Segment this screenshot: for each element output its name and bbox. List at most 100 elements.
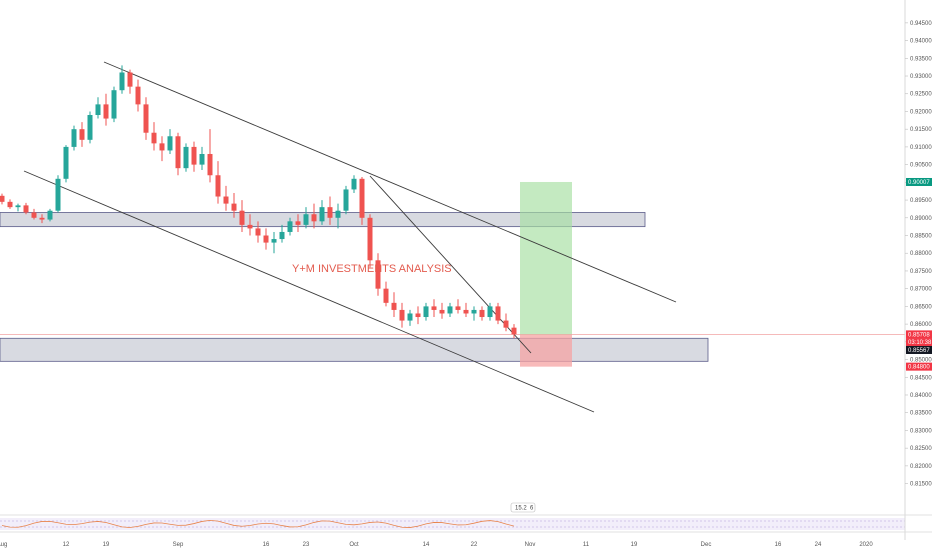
candle: [199, 146, 205, 170]
candle-body: [359, 178, 365, 218]
candle: [55, 175, 61, 213]
current-price-tag-bg: [906, 330, 932, 339]
price-tick-label: 0.90500: [910, 163, 932, 169]
price-tick-label: 0.82000: [910, 464, 932, 470]
price-tick-label: 0.91000: [910, 145, 932, 151]
candle-body: [487, 306, 493, 318]
candle: [63, 145, 69, 183]
candle: [175, 132, 181, 176]
candle-body: [183, 146, 189, 169]
zones-layer: [0, 212, 905, 362]
candle-body: [199, 153, 205, 165]
candle-body: [47, 210, 53, 220]
candle-body: [343, 189, 349, 211]
time-tick-label: 19: [103, 542, 110, 548]
candle-body: [127, 72, 133, 87]
candle-body: [79, 129, 85, 140]
candle: [415, 306, 421, 325]
indicator-line: [1, 519, 515, 528]
stop-price-tag: 0.84800: [906, 362, 932, 371]
candle: [239, 200, 245, 232]
candle-body: [215, 175, 221, 197]
candle-body: [367, 217, 373, 261]
indicator-label[interactable]: 15.2 6: [510, 502, 536, 513]
stop-area: [520, 334, 572, 367]
candle: [463, 302, 469, 318]
candle: [295, 214, 301, 232]
time-tick-label: Nov: [525, 542, 536, 548]
candle-body: [351, 178, 357, 190]
time-tick-label: 24: [815, 542, 822, 548]
candle-body: [0, 195, 5, 202]
candle-body: [55, 178, 61, 211]
candle-body: [471, 309, 477, 314]
position-tool[interactable]: [520, 181, 572, 367]
candle: [367, 214, 373, 268]
candle: [335, 203, 341, 229]
countdown-tag-label: 03:10:38: [908, 340, 932, 346]
candle: [231, 192, 237, 218]
time-tick-label: Oct: [349, 542, 359, 548]
candle-body: [159, 143, 165, 151]
candle-body: [439, 309, 445, 314]
candle-body: [191, 146, 197, 165]
candle-body: [415, 313, 421, 318]
candle-body: [7, 201, 13, 208]
candle-body: [95, 104, 101, 116]
candle: [303, 207, 309, 229]
candle-body: [511, 327, 517, 335]
candle: [279, 224, 285, 243]
candle-body: [223, 196, 229, 204]
candle-body: [391, 302, 397, 310]
price-tick-label: 0.83000: [910, 428, 932, 434]
candle-body: [23, 205, 29, 213]
candle: [47, 208, 53, 222]
candle: [151, 122, 157, 151]
candle-body: [167, 136, 173, 151]
support-zone: [0, 337, 709, 362]
time-tick-label: 23: [303, 542, 310, 548]
candle: [287, 217, 293, 236]
candle: [31, 208, 37, 220]
candle: [167, 129, 173, 154]
time-tick-label: 16: [775, 542, 782, 548]
candle: [407, 309, 413, 326]
candle-body: [103, 104, 109, 119]
price-tick-label: 0.86000: [910, 322, 932, 328]
target-price-tag: 0.90007: [906, 177, 932, 186]
candle-body: [31, 212, 37, 218]
candle: [495, 302, 501, 325]
time-tick-label: Aug: [0, 542, 7, 548]
price-tick-label: 0.94500: [910, 21, 932, 27]
time-axis[interactable]: Aug 12 19 Sep 16 23 Oct 14 22 Nov 11 19 Dec 16 24 2020: [0, 542, 873, 548]
candle-body: [303, 214, 309, 225]
candle: [343, 185, 349, 215]
price-tick-label: 0.89500: [910, 198, 932, 204]
price-tick-label: 0.85000: [910, 358, 932, 364]
candle: [511, 324, 517, 339]
candle-body: [327, 207, 333, 218]
candle: [15, 203, 21, 212]
candle: [183, 143, 189, 172]
candle-body: [447, 306, 453, 314]
candle-body: [151, 132, 157, 144]
candle-body: [335, 210, 341, 218]
entry-price-tag-label: 0.85567: [908, 348, 930, 354]
candle-body: [239, 210, 245, 225]
indicator-extra: 6: [530, 506, 534, 512]
price-axis[interactable]: 0.94500 0.94000 0.93500 0.93000 0.92500 0.920…: [905, 21, 932, 488]
stop-price-tag-label: 0.84800: [908, 365, 930, 371]
candle: [215, 161, 221, 204]
candle-body: [407, 313, 413, 321]
countdown-tag: 03:10:38: [906, 338, 932, 347]
candle: [0, 193, 5, 205]
countdown-tag-bg: [906, 338, 932, 347]
candle-body: [135, 86, 141, 105]
candle: [455, 299, 461, 314]
entry-price-tag-bg: [906, 345, 932, 354]
time-tick-label: 16: [263, 542, 270, 548]
candle-body: [255, 228, 261, 236]
price-tick-label: 0.93500: [910, 56, 932, 62]
current-price-tag: 0.85708: [906, 330, 932, 339]
